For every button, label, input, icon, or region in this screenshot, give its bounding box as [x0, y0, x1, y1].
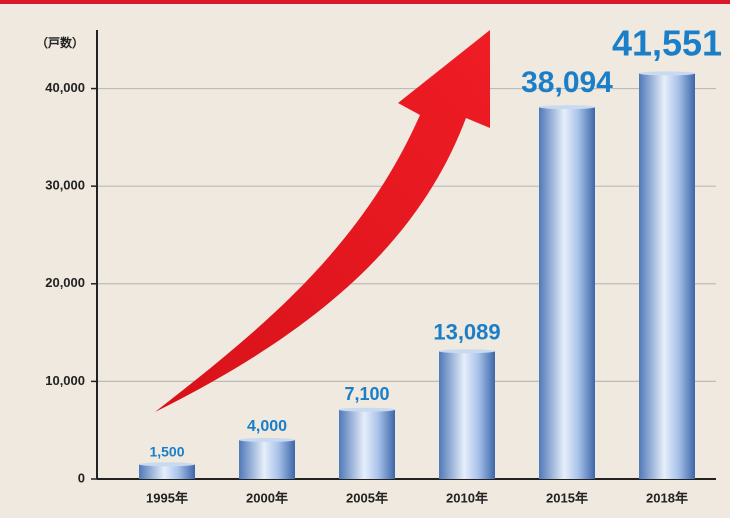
bar-cap — [439, 349, 495, 353]
x-tick-label: 2010年 — [446, 490, 488, 505]
bar — [339, 410, 395, 479]
y-tick-label: 20,000 — [45, 275, 85, 290]
bar — [439, 351, 495, 479]
bar — [239, 440, 295, 479]
value-label: 13,089 — [433, 320, 500, 345]
value-label: 4,000 — [247, 418, 287, 435]
chart: （戸数） 0 10,000 20,000 30,000 40,000 1995年 1,500… — [0, 0, 730, 518]
bar-cap — [239, 438, 295, 442]
x-tick-label: 2000年 — [246, 490, 288, 505]
bar — [639, 73, 695, 479]
bar-cap — [139, 462, 195, 466]
top-rule — [0, 0, 730, 4]
x-tick-label: 2018年 — [646, 490, 688, 505]
value-label: 1,500 — [149, 443, 184, 459]
bar-cap — [339, 408, 395, 412]
x-tick-label: 2005年 — [346, 490, 388, 505]
bar-cap — [639, 71, 695, 75]
value-label: 38,094 — [521, 66, 613, 99]
y-tick-label: 0 — [78, 470, 85, 485]
y-tick-label: 30,000 — [45, 178, 85, 193]
bar — [139, 464, 195, 479]
bar — [539, 107, 595, 479]
y-tick-label: 10,000 — [45, 373, 85, 388]
bar-cap — [539, 105, 595, 109]
value-label: 7,100 — [344, 384, 389, 404]
value-label: 41,551 — [612, 23, 722, 64]
y-tick-label: 40,000 — [45, 80, 85, 95]
x-tick-label: 1995年 — [146, 490, 188, 505]
y-axis-label: （戸数） — [36, 35, 84, 50]
x-tick-label: 2015年 — [546, 490, 588, 505]
